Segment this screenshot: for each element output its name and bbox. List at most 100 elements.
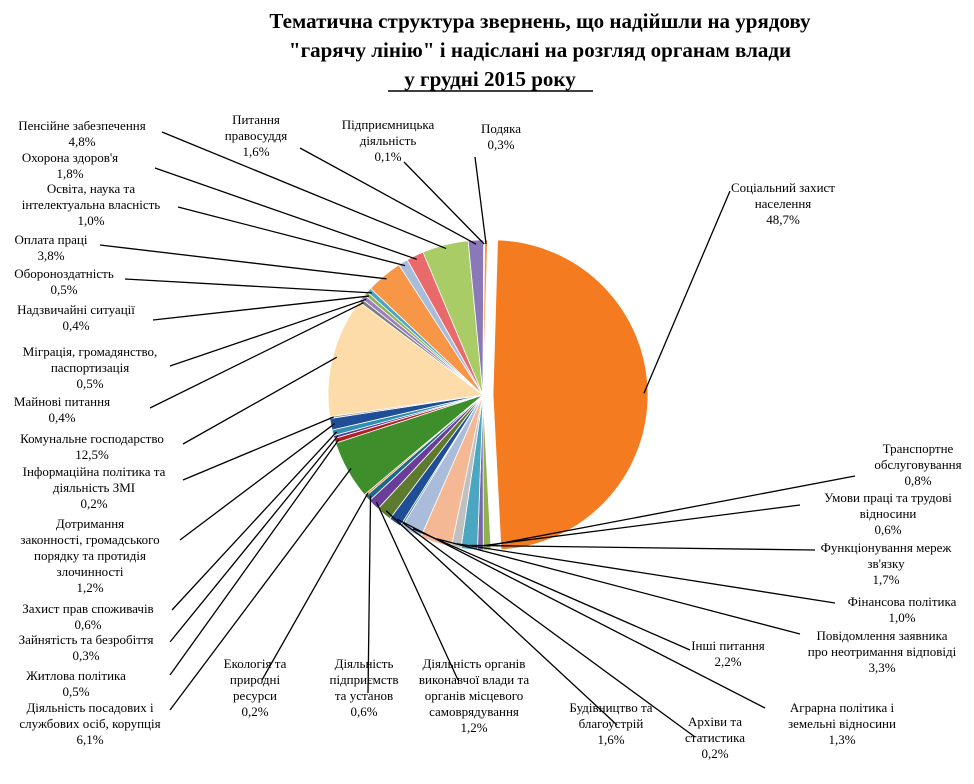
slice-label: Діяльність посадових і службових осіб, ко… [19,700,160,747]
slice-label-line: 0,3% [487,137,514,152]
slice-label-line: злочинності [56,564,123,579]
slice-label-line: благоустрій [579,716,644,731]
slice-label-line: Питання [232,112,280,127]
slice-label: Оплата праці 3,8% [15,232,88,263]
slice-label-line: статистика [685,730,745,745]
slice-label-line: порядку та протидія [34,548,146,563]
leader-line [154,167,417,260]
slice-label-line: 0,3% [72,648,99,663]
leader-line [643,190,731,394]
leader-line [456,543,836,604]
slice-label-line: 0,6% [350,704,377,719]
slice-label-line: правосуддя [225,128,288,143]
slice-label: Діяльність органів виконавчої влади та орг… [419,656,529,735]
slice-label-line: 0,8% [904,473,931,488]
slice-label: Архіви та статистика 0,2% [685,714,745,761]
slice-label-line: 0,6% [874,522,901,537]
slice-label-line: Міграція, громадянство, [23,344,158,359]
slice-label-line: діяльність [360,133,417,148]
leader-line [396,518,766,709]
slice-label-line: Пенсійне забезпечення [18,118,145,133]
slice-label: Дотримання законності, громадського порядк… [20,516,159,595]
slice-label-line: 1,0% [77,213,104,228]
slice-label-line: Екологія та [224,656,287,671]
leader-line [177,206,406,267]
leader-line [367,495,372,694]
slice-label-line: Діяльність посадових і [26,700,154,715]
slice-label-line: земельні відносини [788,716,896,731]
slice-label-line: Оплата праці [15,232,88,247]
slice-label-line: 0,2% [80,496,107,511]
slice-label-line: Інші питання [691,638,765,653]
slice-label-line: 6,1% [76,732,103,747]
slice-label-line: 1,6% [242,144,269,159]
slice-label-line: 4,8% [68,134,95,149]
leader-line [124,278,372,294]
slice-label-line: Архіви та [688,714,742,729]
leader-line [436,538,801,635]
slice-label: Фінансова політика 1,0% [848,594,957,625]
slice-label: Умови праці та трудові відносини 0,6% [824,490,952,537]
pie-slices [327,239,649,551]
slice-label-line: Соціальний захист [731,180,835,195]
slice-label-line: 1,7% [872,572,899,587]
slice-label: Надзвичайні ситуації 0,4% [17,302,135,333]
pie-slice [482,394,492,551]
slice-label-line: про неотримання відповіді [808,644,957,659]
slice-label: Майнові питання 0,4% [14,394,110,425]
slice-label-line: 1,2% [460,720,487,735]
leader-line [179,423,336,541]
leader-line [182,356,338,445]
slice-label-line: 2,2% [714,654,741,669]
slice-label-line: 0,5% [76,376,103,391]
chart-title-line-1: Тематична структура звернень, що надійшл… [269,9,811,33]
slice-label: Захист прав споживачів 0,6% [22,601,153,632]
leader-line [412,528,691,651]
slice-label-line: 0,4% [62,318,89,333]
leader-line [169,298,367,367]
slice-label: Екологія та природні ресурси 0,2% [224,656,287,719]
slice-label-line: Зайнятість та безробіття [19,632,154,647]
slice-label: Освіта, наука та інтелектуальна власність… [22,181,161,228]
slice-label: Соціальний захист населення 48,7% [731,180,835,227]
slice-label-line: виконавчої влади та [419,672,529,687]
leader-lines [99,131,856,738]
slice-label-line: 0,1% [374,149,401,164]
slice-label-line: діяльність ЗМІ [53,480,135,495]
slice-label: Комунальне господарство 12,5% [20,431,164,462]
leader-line [486,475,856,547]
chart-title-line-3: у грудні 2015 року [404,67,576,91]
slice-label: Повідомлення заявника про неотримання від… [808,628,957,675]
slice-label-line: Подяка [481,121,521,136]
slice-label-line: відносини [860,506,917,521]
slice-label: Діяльність підприємств та установ 0,6% [330,656,399,719]
slice-label-line: Транспортне [883,441,954,456]
slice-label: Будівництво та благоустрій 1,6% [569,700,652,747]
slice-label-line: 1,2% [76,580,103,595]
leader-line [169,439,340,676]
slice-label-line: Охорона здоров'я [22,150,118,165]
leader-line [402,522,696,738]
pie-slice [492,239,649,551]
slice-label: Охорона здоров'я 1,8% [22,150,118,181]
slice-label-line: Захист прав споживачів [22,601,153,616]
leader-line [152,295,370,321]
slice-label-line: 0,2% [701,746,728,761]
slice-label-line: Інформаційна політика та [23,464,166,479]
slice-label: Подяка 0,3% [481,121,521,152]
slice-label-line: Аграрна політика і [790,700,895,715]
chart-title-line-2: "гарячу лінію" і надіслані на розгляд ор… [289,38,791,62]
slice-label-line: 1,8% [56,166,83,181]
leader-line [299,147,477,245]
leader-line [169,468,352,711]
slice-label-line: паспортизація [51,360,129,375]
slice-label-line: органів місцевого [425,688,523,703]
slice-label-line: ресурси [233,688,277,703]
slice-label-line: 0,4% [48,410,75,425]
slice-label: Пенсійне забезпечення 4,8% [18,118,145,149]
leader-line [375,501,459,681]
slice-label: Обороноздатність 0,5% [14,266,114,297]
leader-line [474,156,487,245]
